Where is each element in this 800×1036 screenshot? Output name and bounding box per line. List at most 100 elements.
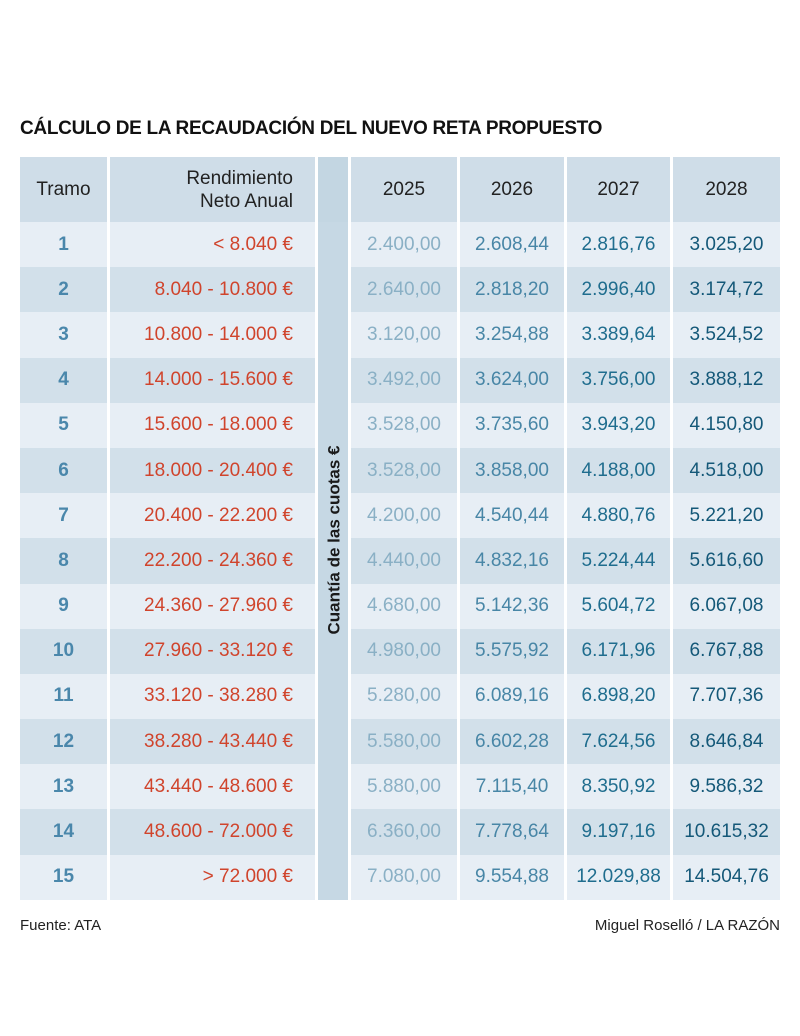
header-tramo: Tramo xyxy=(20,157,110,222)
range-cell: 22.200 - 24.360 € xyxy=(110,538,318,584)
value-2027-cell: 3.389,64 xyxy=(567,312,673,358)
value-2026-cell: 7.115,40 xyxy=(460,764,567,810)
spacer-cell xyxy=(318,402,351,448)
tramo-cell: 5 xyxy=(20,402,110,448)
range-cell: > 72.000 € xyxy=(110,854,318,900)
value-2027-cell: 2.996,40 xyxy=(567,267,673,313)
value-2028-cell: 4.518,00 xyxy=(673,447,780,494)
tramo-cell: 6 xyxy=(20,447,110,494)
value-2026-cell: 3.858,00 xyxy=(460,447,567,494)
value-2026-cell: 9.554,88 xyxy=(460,854,567,900)
spacer-cell xyxy=(318,764,351,810)
value-2026-cell: 5.575,92 xyxy=(460,628,567,674)
tramo-cell: 3 xyxy=(20,312,110,358)
range-cell: 33.120 - 38.280 € xyxy=(110,673,318,720)
value-2027-cell: 5.604,72 xyxy=(567,583,673,629)
table-row: 2 8.040 - 10.800 € 2.640,00 2.818,20 2.996,4… xyxy=(20,267,780,313)
value-2026-cell: 6.089,16 xyxy=(460,673,567,720)
value-2026-cell: 2.608,44 xyxy=(460,222,567,268)
tramo-cell: 12 xyxy=(20,719,110,765)
tramo-cell: 11 xyxy=(20,673,110,720)
value-2028-cell: 3.025,20 xyxy=(673,222,780,268)
value-2027-cell: 5.224,44 xyxy=(567,538,673,584)
table-row: 14 48.600 - 72.000 € 6.360,00 7.778,64 9.197… xyxy=(20,809,780,855)
tramo-cell: 7 xyxy=(20,493,110,539)
range-cell: 10.800 - 14.000 € xyxy=(110,312,318,358)
range-cell: 24.360 - 27.960 € xyxy=(110,583,318,629)
spacer-cell xyxy=(318,312,351,358)
spacer-cell xyxy=(318,628,351,674)
range-cell: < 8.040 € xyxy=(110,222,318,268)
range-cell: 8.040 - 10.800 € xyxy=(110,267,318,313)
table-row: 11 33.120 - 38.280 € 5.280,00 6.089,16 6.898… xyxy=(20,673,780,720)
value-2028-cell: 14.504,76 xyxy=(673,854,780,900)
tramo-cell: 1 xyxy=(20,222,110,268)
value-2027-cell: 4.880,76 xyxy=(567,493,673,539)
value-2025-cell: 7.080,00 xyxy=(351,854,460,900)
value-2025-cell: 3.120,00 xyxy=(351,312,460,358)
tramo-cell: 14 xyxy=(20,809,110,855)
value-2028-cell: 6.067,08 xyxy=(673,583,780,629)
value-2028-cell: 9.586,32 xyxy=(673,764,780,810)
range-cell: 15.600 - 18.000 € xyxy=(110,402,318,448)
value-2027-cell: 3.943,20 xyxy=(567,402,673,448)
header-rendimiento-line2: Neto Anual xyxy=(200,190,293,212)
value-2028-cell: 8.646,84 xyxy=(673,719,780,765)
value-2028-cell: 3.174,72 xyxy=(673,267,780,313)
table-row: 7 20.400 - 22.200 € 4.200,00 4.540,44 4.880,… xyxy=(20,493,780,539)
value-2027-cell: 6.171,96 xyxy=(567,628,673,674)
value-2026-cell: 6.602,28 xyxy=(460,719,567,765)
table-row: 13 43.440 - 48.600 € 5.880,00 7.115,40 8.350… xyxy=(20,764,780,810)
tramo-cell: 8 xyxy=(20,538,110,584)
value-2025-cell: 2.400,00 xyxy=(351,222,460,268)
value-2028-cell: 5.616,60 xyxy=(673,538,780,584)
value-2025-cell: 6.360,00 xyxy=(351,809,460,855)
value-2027-cell: 3.756,00 xyxy=(567,357,673,403)
spacer-cell xyxy=(318,447,351,494)
value-2026-cell: 7.778,64 xyxy=(460,809,567,855)
table-row: 4 14.000 - 15.600 € 3.492,00 3.624,00 3.756,… xyxy=(20,357,780,403)
table-row: 8 22.200 - 24.360 € 4.440,00 4.832,16 5.224,… xyxy=(20,538,780,584)
value-2026-cell: 5.142,36 xyxy=(460,583,567,629)
spacer-cell xyxy=(318,538,351,584)
value-2026-cell: 3.624,00 xyxy=(460,357,567,403)
spacer-cell xyxy=(318,719,351,765)
value-2025-cell: 5.880,00 xyxy=(351,764,460,810)
header-rendimiento: Rendimiento Neto Anual xyxy=(110,157,318,222)
value-2028-cell: 3.524,52 xyxy=(673,312,780,358)
spacer-cell xyxy=(318,493,351,539)
header-year: 2027 xyxy=(567,157,673,222)
value-2027-cell: 7.624,56 xyxy=(567,719,673,765)
table-row: 15 > 72.000 € 7.080,00 9.554,88 12.029,88 14.… xyxy=(20,854,780,900)
quota-table: Tramo Rendimiento Neto Anual 2025 2026 20… xyxy=(20,157,780,900)
header-spacer xyxy=(318,157,351,222)
value-2028-cell: 10.615,32 xyxy=(673,809,780,855)
spacer-cell xyxy=(318,357,351,403)
spacer-cell xyxy=(318,222,351,268)
range-cell: 48.600 - 72.000 € xyxy=(110,809,318,855)
range-cell: 20.400 - 22.200 € xyxy=(110,493,318,539)
value-2026-cell: 3.254,88 xyxy=(460,312,567,358)
value-2025-cell: 5.580,00 xyxy=(351,719,460,765)
spacer-cell xyxy=(318,854,351,900)
value-2025-cell: 4.680,00 xyxy=(351,583,460,629)
value-2027-cell: 4.188,00 xyxy=(567,447,673,494)
source-note: Fuente: ATA xyxy=(20,917,102,934)
tramo-cell: 9 xyxy=(20,583,110,629)
value-2027-cell: 12.029,88 xyxy=(567,854,673,900)
value-2025-cell: 2.640,00 xyxy=(351,267,460,313)
spacer-cell xyxy=(318,267,351,313)
range-cell: 27.960 - 33.120 € xyxy=(110,628,318,674)
value-2025-cell: 5.280,00 xyxy=(351,673,460,720)
value-2026-cell: 2.818,20 xyxy=(460,267,567,313)
table-row: 9 24.360 - 27.960 € 4.680,00 5.142,36 5.604,… xyxy=(20,583,780,629)
table-row: 3 10.800 - 14.000 € 3.120,00 3.254,88 3.389,… xyxy=(20,312,780,358)
value-2025-cell: 3.492,00 xyxy=(351,357,460,403)
tramo-cell: 13 xyxy=(20,764,110,810)
vertical-axis-label: Cuantía de las cuotas € xyxy=(320,430,348,650)
range-cell: 43.440 - 48.600 € xyxy=(110,764,318,810)
value-2025-cell: 4.980,00 xyxy=(351,628,460,674)
value-2028-cell: 4.150,80 xyxy=(673,402,780,448)
value-2026-cell: 3.735,60 xyxy=(460,402,567,448)
value-2028-cell: 6.767,88 xyxy=(673,628,780,674)
